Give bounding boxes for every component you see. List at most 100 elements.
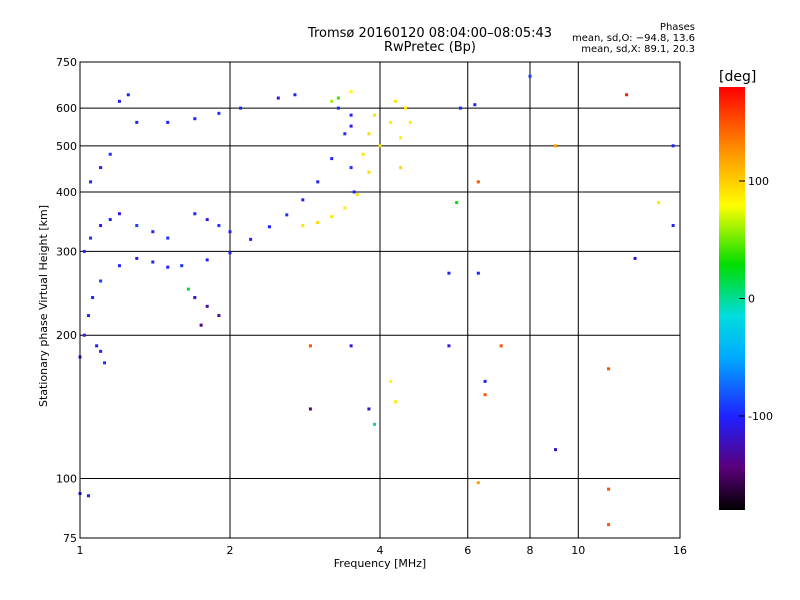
data-point [82, 333, 86, 337]
data-point [239, 106, 243, 110]
data-point [166, 120, 170, 124]
data-point [336, 106, 340, 110]
data-point [367, 170, 371, 174]
chart-title: Tromsø 20160120 08:04:00–08:05:43 [307, 26, 553, 41]
data-point [285, 213, 289, 217]
data-point [447, 344, 451, 348]
data-point [301, 198, 305, 202]
data-point [399, 136, 403, 140]
data-point [193, 296, 197, 300]
data-point [476, 481, 480, 485]
data-point [135, 224, 139, 228]
data-point [389, 379, 393, 383]
x-axis-label: Frequency [MHz] [333, 557, 427, 570]
data-point [117, 264, 121, 268]
data-point [349, 344, 353, 348]
data-point [349, 166, 353, 170]
data-point [408, 120, 412, 124]
data-point [135, 120, 139, 124]
x-tick-label: 10 [571, 544, 585, 557]
data-point [483, 393, 487, 397]
data-point [355, 193, 359, 197]
data-point [607, 523, 611, 527]
data-point [99, 349, 103, 353]
data-point [483, 379, 487, 383]
data-point [186, 287, 190, 291]
data-point [205, 258, 209, 262]
data-point [86, 494, 90, 498]
x-tick-label: 16 [673, 544, 687, 557]
data-point [607, 367, 611, 371]
data-point [151, 230, 155, 234]
x-tick-label: 8 [527, 544, 534, 557]
data-point [99, 166, 103, 170]
data-point [671, 224, 675, 228]
data-point [267, 225, 271, 229]
data-point [553, 448, 557, 452]
data-point [367, 407, 371, 411]
data-point [228, 251, 232, 255]
colorbar-tick-label: 0 [748, 293, 755, 306]
data-point [330, 99, 334, 103]
data-point [349, 124, 353, 128]
data-point [330, 215, 334, 219]
data-point [657, 201, 661, 205]
data-point [249, 237, 253, 241]
data-point [528, 74, 532, 78]
data-point [403, 106, 407, 110]
data-point [308, 407, 312, 411]
data-point [135, 256, 139, 260]
data-point [343, 132, 347, 136]
data-point [91, 296, 95, 300]
data-point [193, 117, 197, 121]
data-point [336, 96, 340, 100]
x-tick-label: 2 [227, 544, 234, 557]
data-point [228, 230, 232, 234]
data-point [447, 271, 451, 275]
data-point [217, 111, 221, 115]
data-point [476, 271, 480, 275]
data-point [217, 314, 221, 318]
y-tick-label: 300 [56, 245, 77, 258]
y-tick-label: 500 [56, 140, 77, 153]
data-point [99, 224, 103, 228]
data-point [330, 157, 334, 161]
data-point [389, 120, 393, 124]
data-point [86, 314, 90, 318]
y-tick-label: 75 [63, 532, 77, 545]
data-point [458, 106, 462, 110]
plot-frame [79, 61, 681, 539]
data-point [455, 201, 459, 205]
data-point [217, 224, 221, 228]
data-point [399, 166, 403, 170]
phase-stats-heading: Phases [659, 22, 695, 33]
y-tick-label: 750 [56, 56, 77, 69]
y-tick-label: 600 [56, 102, 77, 115]
data-point [99, 279, 103, 283]
data-point [166, 236, 170, 240]
data-point [625, 93, 629, 97]
data-point [117, 212, 121, 216]
data-point [499, 344, 503, 348]
data-point [89, 236, 93, 240]
data-point [476, 180, 480, 184]
y-tick-label: 200 [56, 329, 77, 342]
data-point [117, 99, 121, 103]
data-point [671, 144, 675, 148]
data-point [151, 260, 155, 264]
data-point [373, 113, 377, 117]
data-point [103, 361, 107, 365]
data-point [633, 256, 637, 260]
y-tick-label: 400 [56, 186, 77, 199]
data-point [82, 249, 86, 253]
phase-stats-x: mean, sd,X: 89.1, 20.3 [581, 44, 695, 55]
x-tick-label: 6 [464, 544, 471, 557]
x-tick-label: 1 [77, 544, 84, 557]
data-point [205, 218, 209, 222]
data-point [95, 344, 99, 348]
colorbar-tick-label: -100 [748, 410, 773, 423]
data-point [349, 113, 353, 117]
x-tick-label: 4 [377, 544, 384, 557]
colorbar-label: [deg] [719, 69, 757, 85]
